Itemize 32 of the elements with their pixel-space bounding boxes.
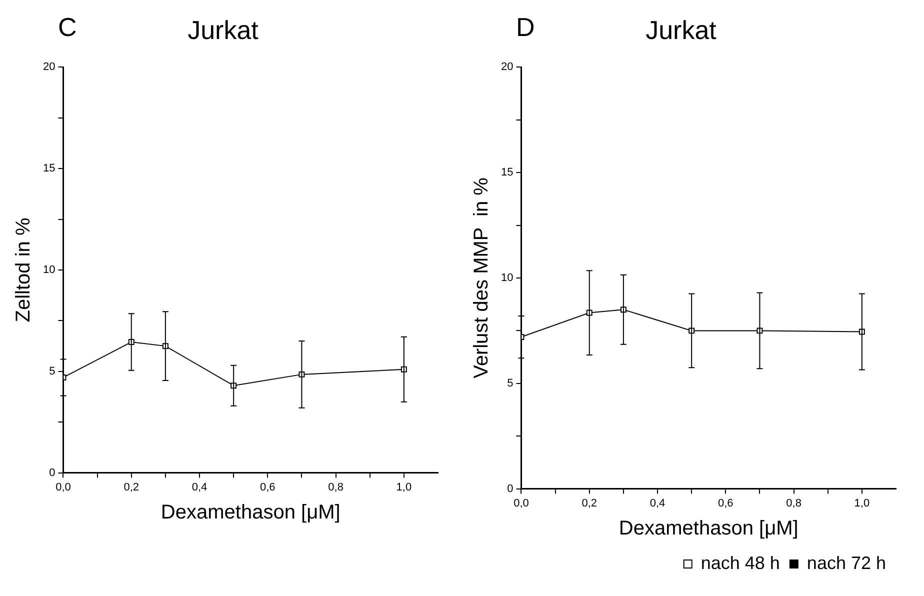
text: C (58, 12, 77, 42)
chart-title: Jurkat (646, 14, 718, 45)
y-tick-label: 10 (42, 264, 56, 276)
y-tick-label: 5 (507, 377, 514, 390)
y-tick-label: 10 (500, 272, 514, 284)
x-axis-title: Dexamethason [μM] (618, 518, 798, 540)
x-tick-label: 1,0 (854, 497, 870, 510)
x-tick-label: 0,2 (124, 481, 140, 494)
y-axis-title: Verlust des MMP in % (470, 177, 493, 378)
x-tick-label: 0,8 (786, 497, 802, 510)
x-tick-label: 0,6 (260, 481, 276, 494)
y-tick-label: 15 (42, 162, 56, 175)
y-tick-label: 0 (507, 482, 514, 495)
x-axis-title: Dexamethason [μM] (160, 502, 340, 524)
x-tick-label: 0,0 (514, 497, 529, 510)
chart-title: Jurkat (188, 14, 260, 45)
y-tick-label: 20 (500, 61, 514, 74)
y-tick-label: 0 (49, 466, 56, 479)
y-tick-label: 20 (42, 61, 56, 74)
x-tick-label: 0,8 (328, 481, 344, 494)
y-axis-title: Zelltod in % (12, 218, 35, 322)
legend-label: nach 48 h (700, 552, 780, 573)
legend-label: nach 72 h (806, 552, 886, 573)
text: D (516, 12, 535, 42)
x-tick-label: 0,2 (582, 497, 598, 510)
y-tick-label: 15 (500, 166, 514, 179)
x-tick-label: 0,4 (192, 481, 208, 494)
x-tick-label: 0,4 (650, 497, 666, 510)
x-tick-label: 0,0 (56, 481, 71, 494)
y-tick-label: 5 (49, 365, 56, 378)
x-tick-label: 1,0 (396, 481, 412, 494)
x-tick-label: 0,6 (718, 497, 734, 510)
